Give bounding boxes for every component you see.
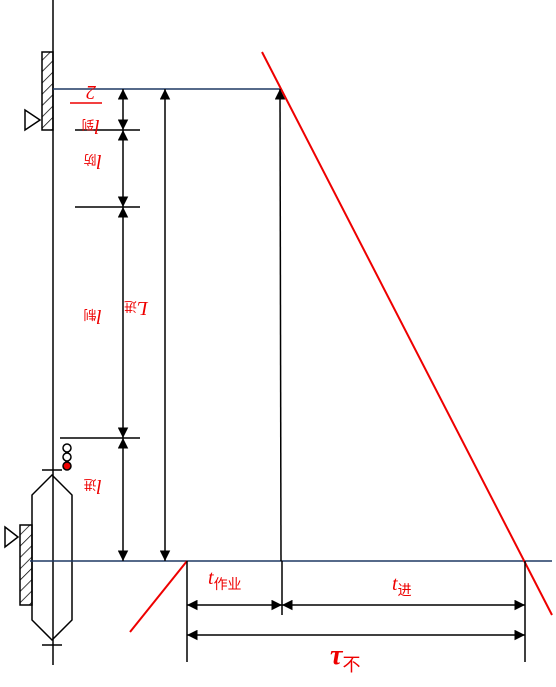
guide-lines [30,51,553,662]
dimension-arrows [117,89,525,641]
label-arrive: l到 [81,115,100,137]
label-enter: l进 [83,475,102,497]
track-drawing [4,0,140,665]
label-tau: τ不 [330,640,360,676]
label-denominator: 2 [86,81,96,103]
label-brake: l制 [83,305,102,327]
label-t-enter: t进 [392,573,412,599]
label-t-work: t作业 [208,567,242,593]
time-arrow [274,88,286,562]
rotated-labels: l到 2 l防 l制 l进 L进 [70,81,149,497]
label-total-enter: L进 [124,297,149,319]
label-guard: l防 [83,150,102,172]
